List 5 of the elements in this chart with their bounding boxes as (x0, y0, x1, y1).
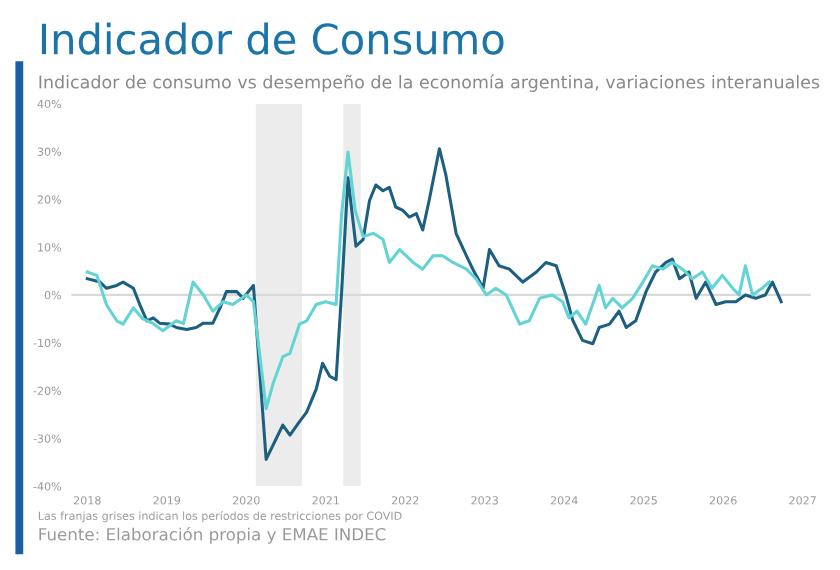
source-note: Fuente: Elaboración propia y EMAE INDEC (39, 527, 386, 544)
chart-subtitle: Indicador de consumo vs desempeño de la economía argentina, variaciones interanuales (39, 74, 820, 92)
line-series (85, 150, 771, 411)
chart-title: Indicador de Consumo (41, 22, 504, 55)
line-series (85, 147, 783, 461)
